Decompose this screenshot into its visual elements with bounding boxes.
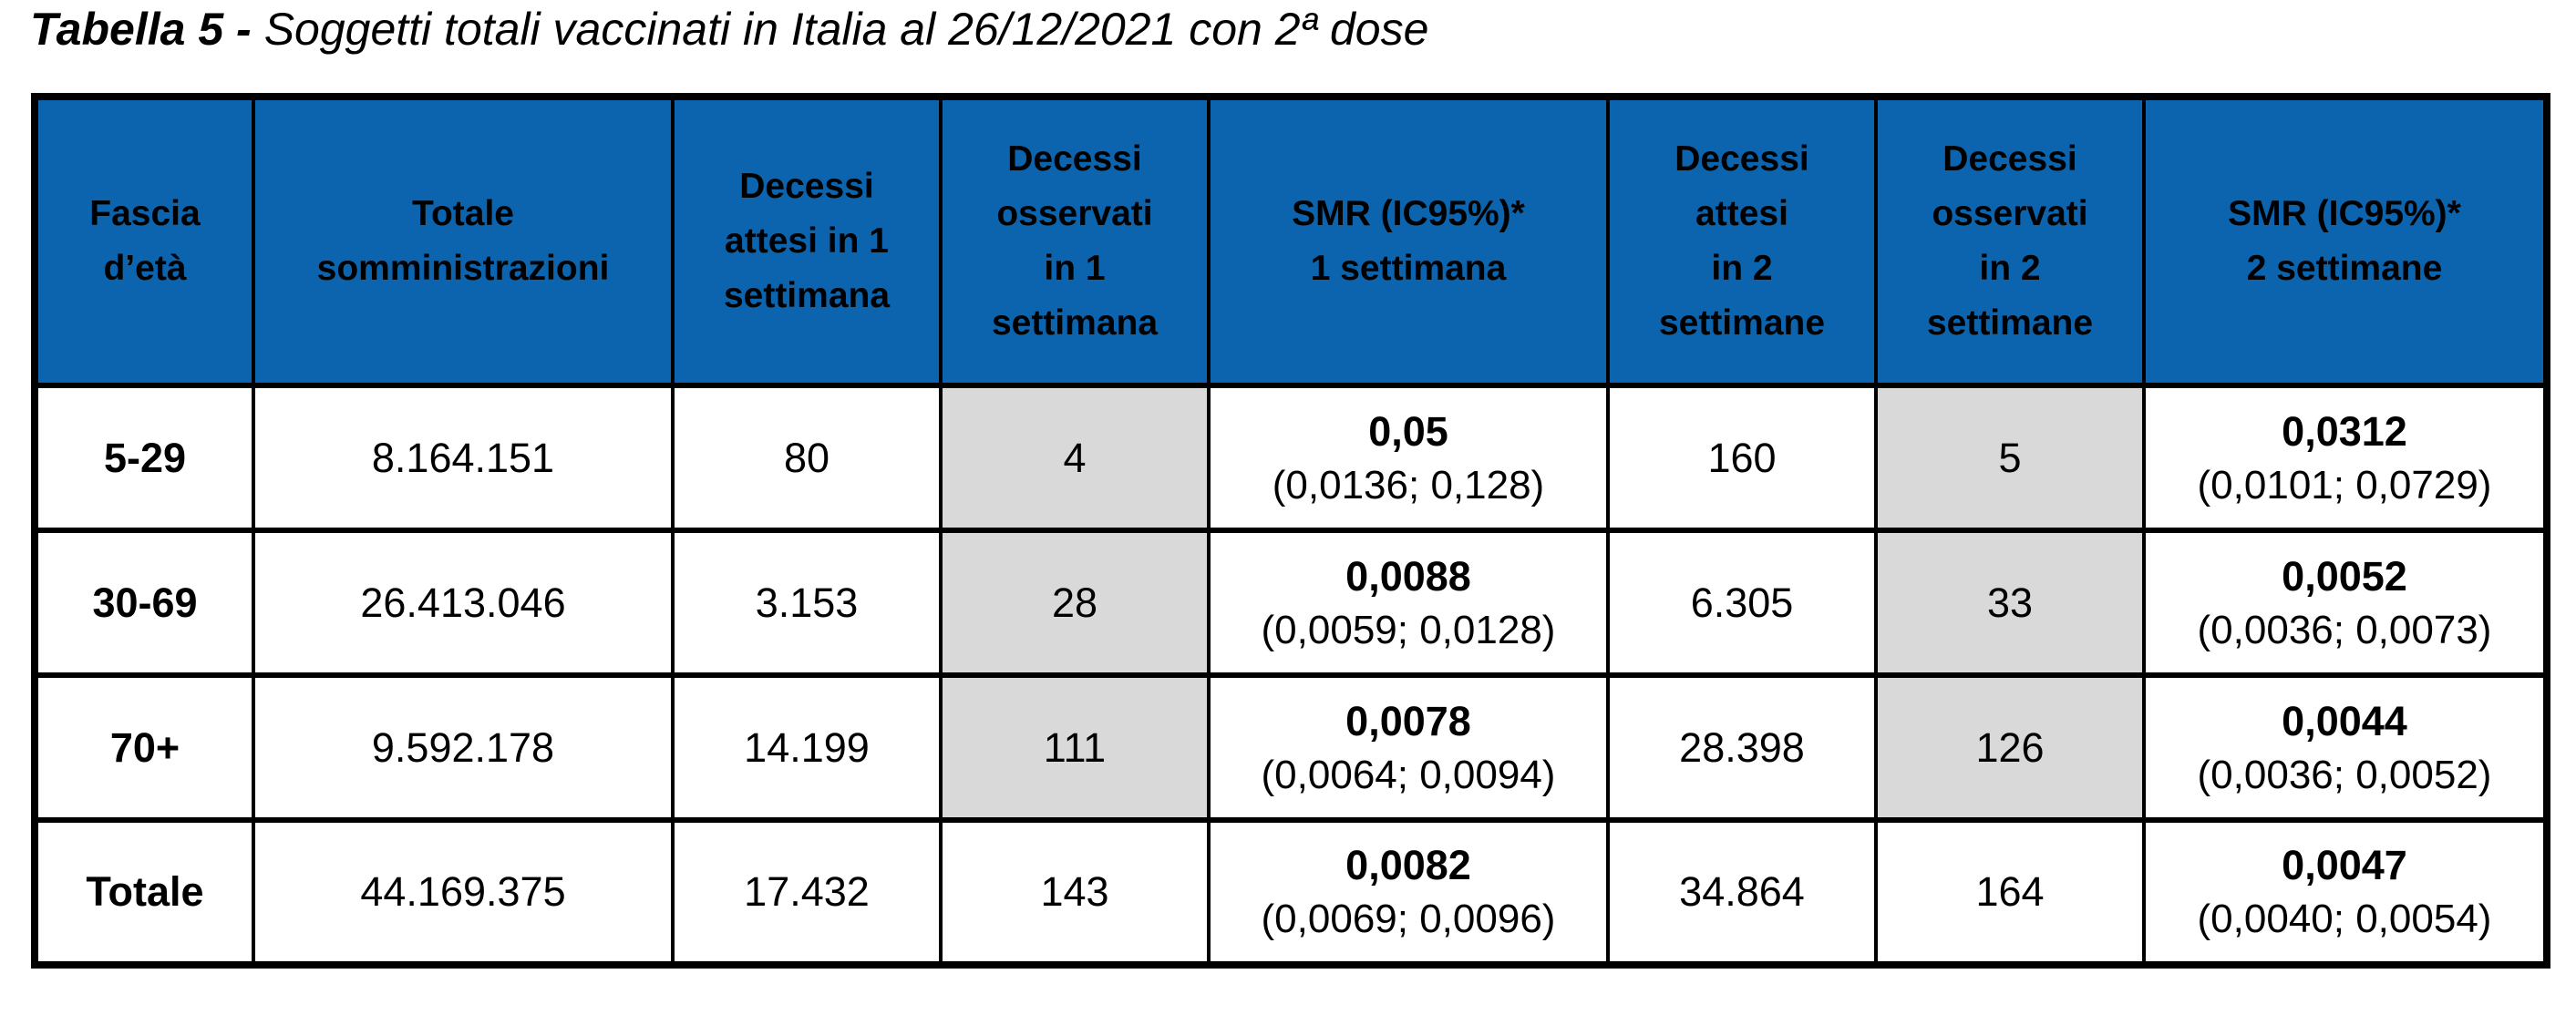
header-decessi-osservati-1-settimana: Decessi osservati in 1 settimana bbox=[939, 94, 1211, 388]
smr-2w-ci: (0,0036; 0,0052) bbox=[2197, 752, 2492, 797]
header-decessi-osservati-2-settimane: Decessi osservati in 2 settimane bbox=[1874, 94, 2146, 388]
smr-2w-cell: 0,0044 (0,0036; 0,0052) bbox=[2142, 672, 2549, 823]
age-group-label: 5-29 bbox=[33, 383, 255, 533]
totale-somministrazioni-value: 26.413.046 bbox=[252, 528, 675, 678]
smr-1w-ci: (0,0136; 0,128) bbox=[1272, 462, 1545, 508]
totale-somministrazioni-value: 44.169.375 bbox=[252, 817, 675, 968]
smr-1w-cell: 0,05 (0,0136; 0,128) bbox=[1207, 383, 1610, 533]
header-totale-somministrazioni: Totale somministrazioni bbox=[252, 94, 675, 388]
decessi-osservati-1w-value: 143 bbox=[939, 817, 1211, 968]
vaccination-mortality-table: Fascia d’età Totale somministrazioni Dec… bbox=[31, 93, 2550, 969]
smr-1w-cell: 0,0078 (0,0064; 0,0094) bbox=[1207, 672, 1610, 823]
decessi-attesi-1w-value: 14.199 bbox=[671, 672, 943, 823]
decessi-attesi-1w-value: 17.432 bbox=[671, 817, 943, 968]
smr-2w-cell: 0,0052 (0,0036; 0,0073) bbox=[2142, 528, 2549, 678]
smr-2w-ci: (0,0101; 0,0729) bbox=[2197, 462, 2492, 508]
decessi-attesi-2w-value: 34.864 bbox=[1606, 817, 1878, 968]
smr-1w-value: 0,05 bbox=[1368, 407, 1448, 455]
header-decessi-attesi-1-settimana: Decessi attesi in 1 settimana bbox=[671, 94, 943, 388]
table-caption-number: Tabella 5 - bbox=[30, 4, 252, 55]
header-fascia-eta: Fascia d’età bbox=[33, 94, 255, 388]
age-group-label: 30-69 bbox=[33, 528, 255, 678]
smr-1w-ci: (0,0064; 0,0094) bbox=[1261, 752, 1556, 797]
table-caption-text: Soggetti totali vaccinati in Italia al 2… bbox=[263, 4, 1429, 55]
smr-2w-cell: 0,0312 (0,0101; 0,0729) bbox=[2142, 383, 2549, 533]
decessi-attesi-2w-value: 160 bbox=[1606, 383, 1878, 533]
smr-2w-cell: 0,0047 (0,0040; 0,0054) bbox=[2142, 817, 2549, 968]
table-row-totale: Totale 44.169.375 17.432 143 0,0082 (0,0… bbox=[33, 817, 2549, 968]
decessi-osservati-2w-value: 164 bbox=[1874, 817, 2146, 968]
decessi-attesi-1w-value: 80 bbox=[671, 383, 943, 533]
smr-1w-value: 0,0078 bbox=[1345, 697, 1471, 744]
smr-2w-ci: (0,0036; 0,0073) bbox=[2197, 607, 2492, 652]
decessi-osservati-2w-value: 5 bbox=[1874, 383, 2146, 533]
smr-2w-value: 0,0044 bbox=[2282, 697, 2407, 744]
smr-1w-ci: (0,0059; 0,0128) bbox=[1261, 607, 1556, 652]
totale-somministrazioni-value: 9.592.178 bbox=[252, 672, 675, 823]
table-row-5-29: 5-29 8.164.151 80 4 0,05 (0,0136; 0,128)… bbox=[33, 383, 2549, 533]
decessi-osservati-1w-value: 111 bbox=[939, 672, 1211, 823]
table-header-row: Fascia d’età Totale somministrazioni Dec… bbox=[33, 94, 2549, 388]
header-smr-1-settimana: SMR (IC95%)* 1 settimana bbox=[1207, 94, 1610, 388]
table-caption: Tabella 5 - Soggetti totali vaccinati in … bbox=[30, 0, 1428, 58]
smr-2w-value: 0,0047 bbox=[2282, 842, 2407, 888]
smr-1w-ci: (0,0069; 0,0096) bbox=[1261, 897, 1556, 941]
header-smr-2-settimane: SMR (IC95%)* 2 settimane bbox=[2142, 94, 2549, 388]
decessi-osservati-2w-value: 126 bbox=[1874, 672, 2146, 823]
decessi-osservati-1w-value: 4 bbox=[939, 383, 1211, 533]
totale-somministrazioni-value: 8.164.151 bbox=[252, 383, 675, 533]
decessi-attesi-1w-value: 3.153 bbox=[671, 528, 943, 678]
age-group-label: 70+ bbox=[33, 672, 255, 823]
decessi-osservati-1w-value: 28 bbox=[939, 528, 1211, 678]
table-row-70-plus: 70+ 9.592.178 14.199 111 0,0078 (0,0064;… bbox=[33, 672, 2549, 823]
smr-2w-value: 0,0052 bbox=[2282, 552, 2407, 600]
decessi-attesi-2w-value: 6.305 bbox=[1606, 528, 1878, 678]
decessi-attesi-2w-value: 28.398 bbox=[1606, 672, 1878, 823]
smr-1w-value: 0,0082 bbox=[1345, 842, 1471, 888]
smr-1w-cell: 0,0088 (0,0059; 0,0128) bbox=[1207, 528, 1610, 678]
smr-1w-cell: 0,0082 (0,0069; 0,0096) bbox=[1207, 817, 1610, 968]
smr-1w-value: 0,0088 bbox=[1345, 552, 1471, 600]
header-decessi-attesi-2-settimane: Decessi attesi in 2 settimane bbox=[1606, 94, 1878, 388]
smr-2w-value: 0,0312 bbox=[2282, 407, 2407, 455]
decessi-osservati-2w-value: 33 bbox=[1874, 528, 2146, 678]
smr-2w-ci: (0,0040; 0,0054) bbox=[2197, 897, 2492, 941]
table-row-30-69: 30-69 26.413.046 3.153 28 0,0088 (0,0059… bbox=[33, 528, 2549, 678]
age-group-label: Totale bbox=[33, 817, 255, 968]
